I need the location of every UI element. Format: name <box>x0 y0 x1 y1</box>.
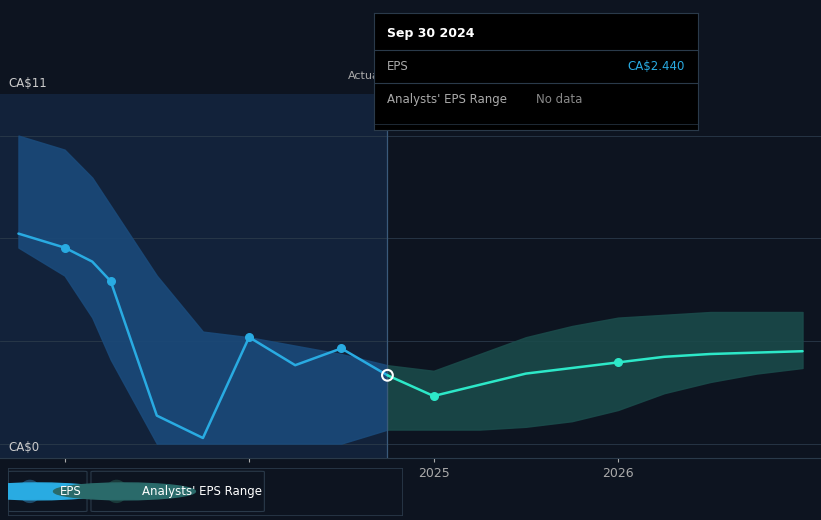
Text: CA$11: CA$11 <box>8 77 47 90</box>
Text: CA$0: CA$0 <box>8 441 39 454</box>
Point <box>381 371 394 380</box>
Text: Analysts Forecasts: Analysts Forecasts <box>392 71 495 81</box>
Point <box>242 333 255 341</box>
Circle shape <box>0 483 108 500</box>
Point <box>427 392 440 400</box>
Circle shape <box>53 483 195 500</box>
Point <box>335 344 348 353</box>
Text: EPS: EPS <box>387 60 408 73</box>
Text: No data: No data <box>536 93 582 106</box>
FancyBboxPatch shape <box>8 471 87 512</box>
Point <box>612 358 625 367</box>
Text: Actual: Actual <box>348 71 383 81</box>
Text: Sep 30 2024: Sep 30 2024 <box>387 27 474 40</box>
Text: EPS: EPS <box>59 485 81 498</box>
Text: CA$2.440: CA$2.440 <box>627 60 685 73</box>
Point <box>58 243 71 252</box>
FancyBboxPatch shape <box>91 471 264 512</box>
Point <box>104 277 117 285</box>
Ellipse shape <box>106 479 127 503</box>
Ellipse shape <box>19 479 41 503</box>
Bar <box>0 94 388 458</box>
Text: Analysts' EPS Range: Analysts' EPS Range <box>387 93 507 106</box>
Text: Analysts' EPS Range: Analysts' EPS Range <box>142 485 262 498</box>
